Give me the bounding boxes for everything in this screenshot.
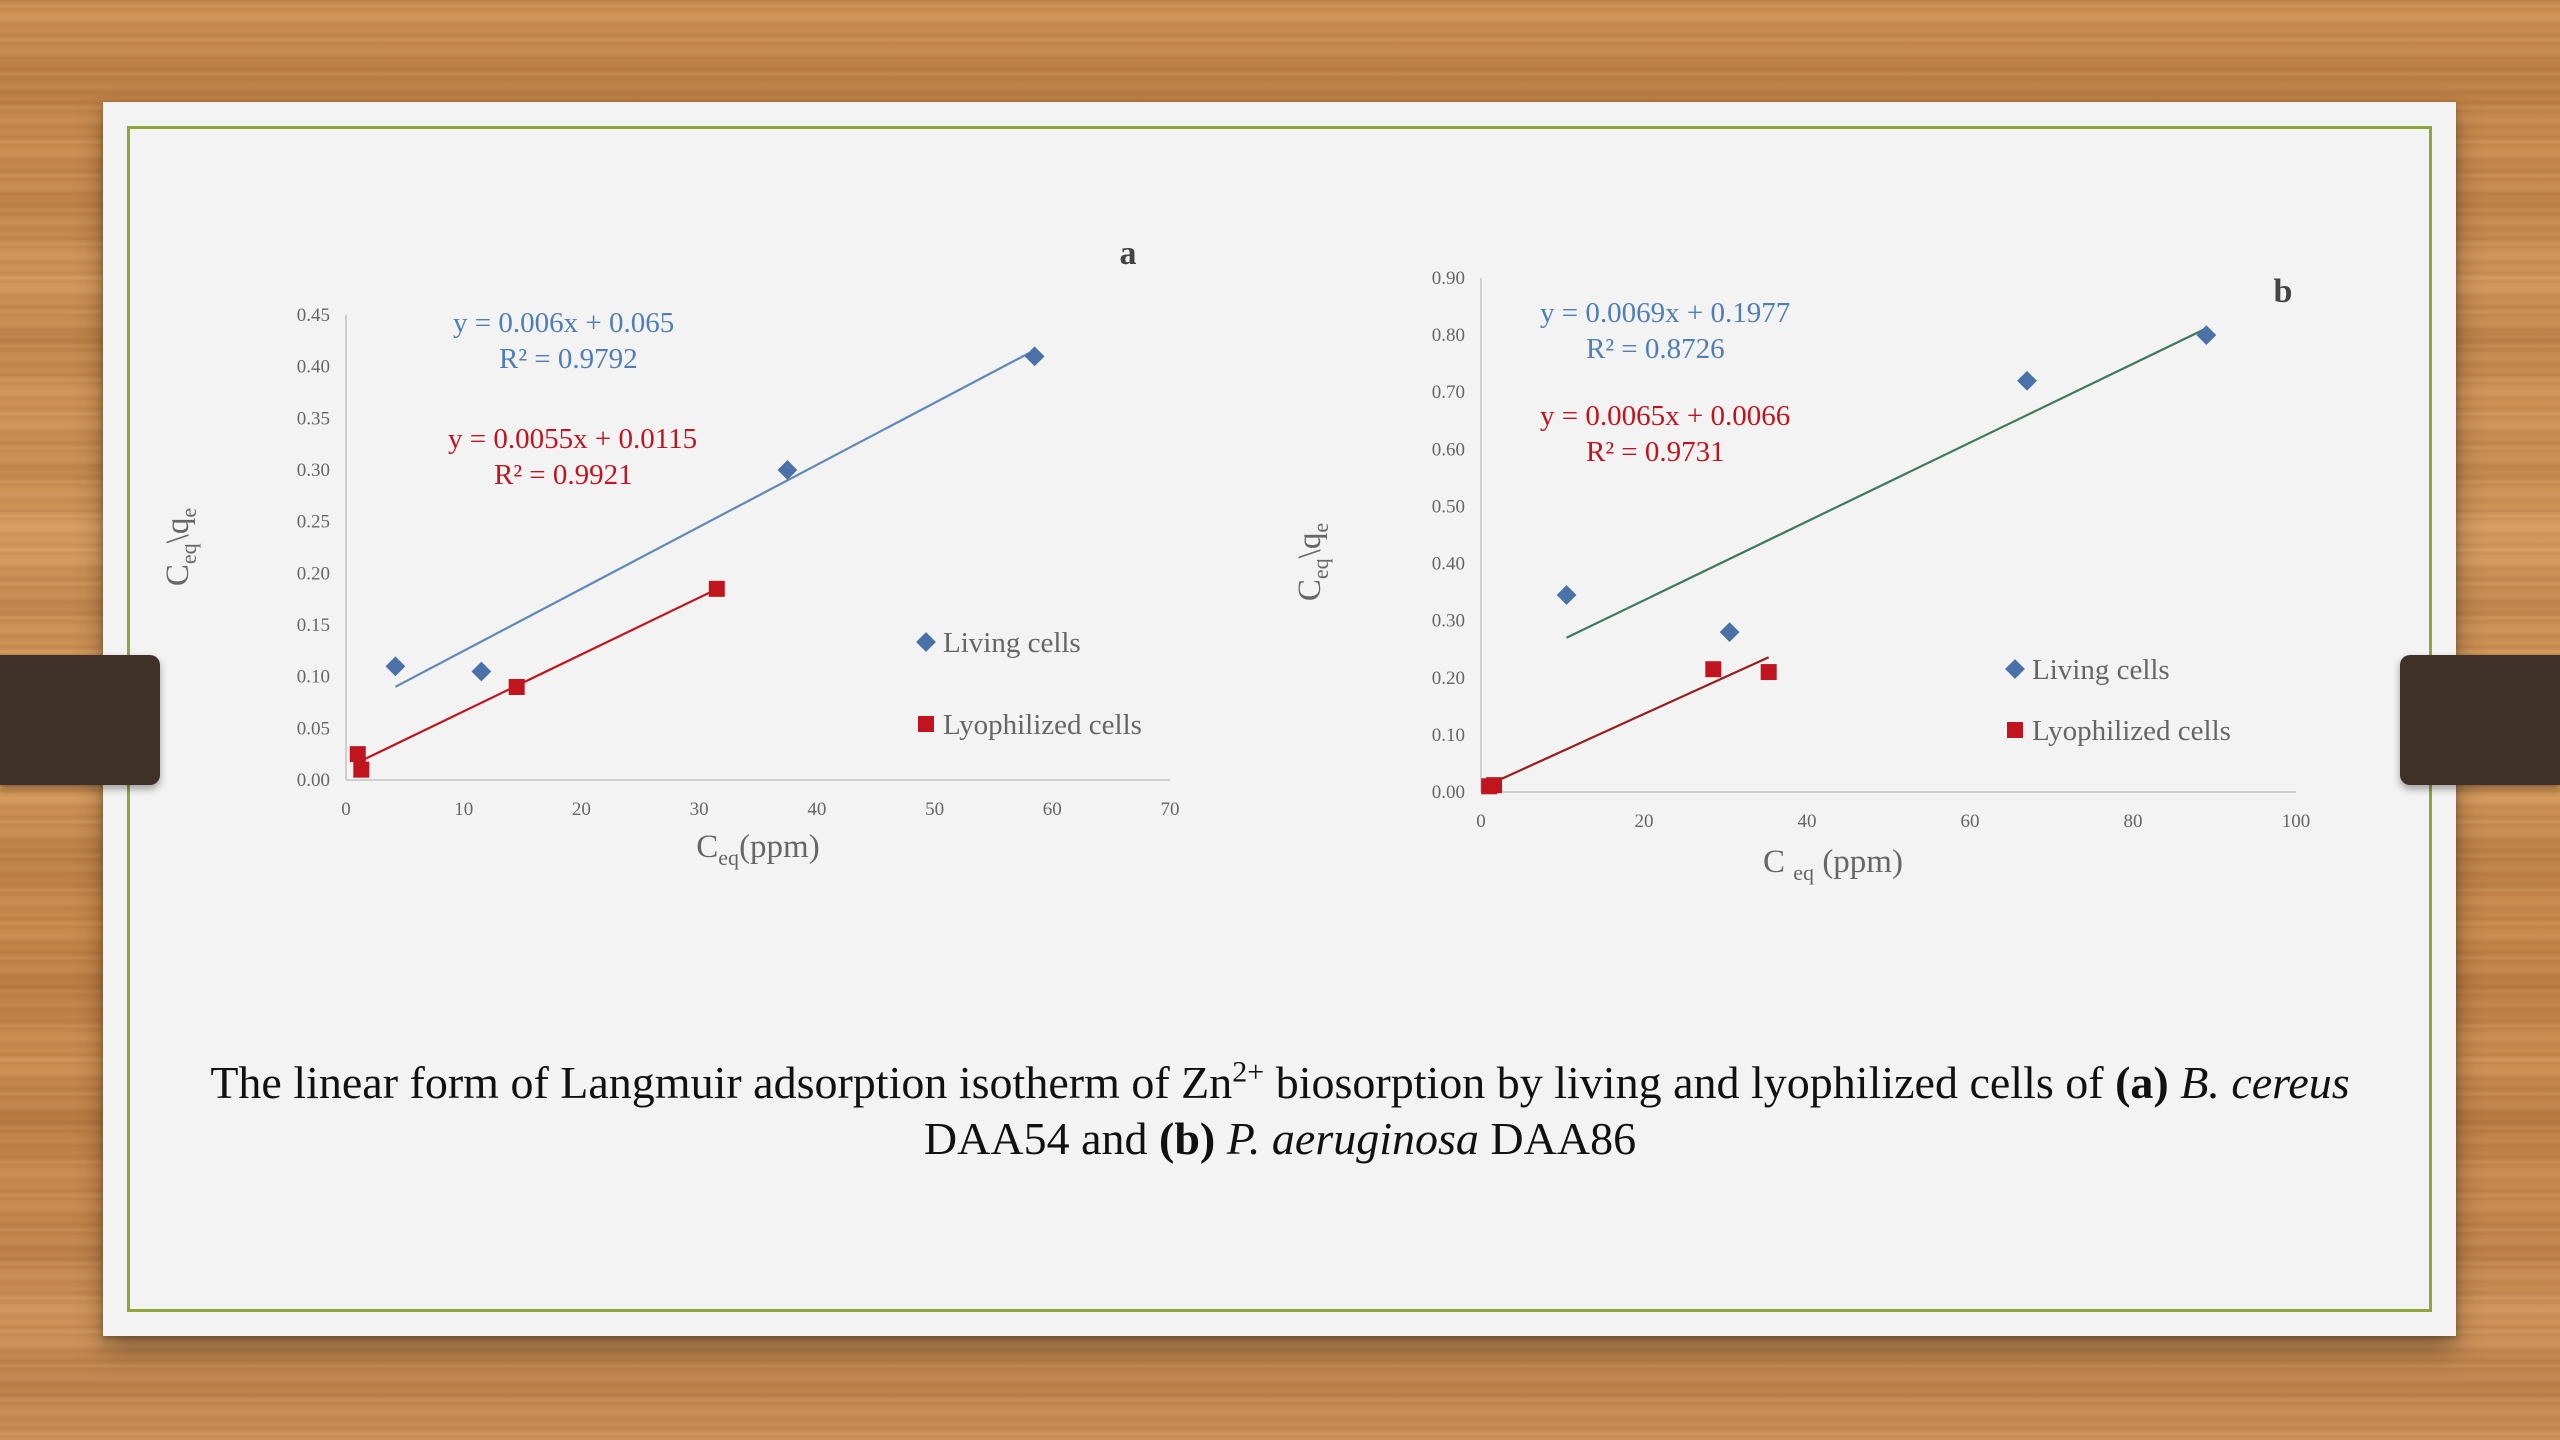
y-tick-label: 0.00 — [1432, 782, 1465, 803]
x-tick-label: 30 — [690, 799, 709, 820]
living-cells-point — [1556, 585, 1577, 605]
caption-text: biosorption by living and lyophilized ce… — [1264, 1057, 2116, 1108]
x-tick-label: 80 — [2124, 811, 2143, 832]
y-tick-label: 0.10 — [297, 667, 330, 688]
living-cells-equation: y = 0.0069x + 0.1977 — [1540, 297, 1790, 329]
chart-a: 0.00 0.05 0.10 0.15 0.20 0.25 0.30 0.35 0.40 0.45… — [160, 235, 1180, 870]
living-cells-point — [777, 460, 798, 480]
x-tick-label: 20 — [1635, 811, 1654, 832]
living-cells-trendline — [394, 349, 1036, 688]
y-tick-label: 0.20 — [297, 563, 330, 584]
living-cells-r-squared: R² = 0.9792 — [499, 343, 638, 375]
y-tick-label: 0.20 — [1432, 668, 1465, 689]
y-tick-label: 0.60 — [1432, 439, 1465, 460]
x-tick-label: 100 — [2282, 811, 2311, 832]
y-axis-title: Ceq\qe — [160, 508, 201, 586]
y-tick-label: 0.00 — [297, 770, 330, 791]
caption-label-b: (b) — [1159, 1113, 1216, 1164]
y-tick-label: 0.35 — [297, 408, 330, 429]
lyophilized-cells-point — [1705, 661, 1722, 678]
lyophilized-cells-point — [1486, 777, 1503, 794]
lyophilized-cells-trendline — [1488, 656, 1770, 786]
y-tick-label: 0.10 — [1432, 725, 1465, 746]
x-tick-label: 60 — [1043, 799, 1062, 820]
legend-living-cells-marker — [2005, 659, 2025, 679]
figure-caption: The linear form of Langmuir adsorption i… — [140, 1055, 2420, 1167]
panel-label: b — [2274, 273, 2293, 310]
lyophilized-cells-trendline — [357, 588, 718, 764]
chart-b: 0.00 0.10 0.20 0.30 0.40 0.50 0.60 0.70 0.80 0.90… — [1292, 268, 2311, 885]
caption-superscript: 2+ — [1232, 1055, 1265, 1089]
y-tick-label: 0.30 — [297, 460, 330, 481]
y-tick-label: 0.40 — [1432, 554, 1465, 575]
y-tick-label: 0.15 — [297, 615, 330, 636]
x-tick-label: 0 — [341, 799, 351, 820]
lyophilized-cells-point — [708, 580, 725, 597]
x-tick-label: 40 — [1798, 811, 1817, 832]
y-tick-label: 0.70 — [1432, 382, 1465, 403]
y-tick-label: 0.05 — [297, 718, 330, 739]
y-tick-label: 0.30 — [1432, 611, 1465, 632]
living-cells-point — [385, 656, 406, 677]
caption-line-2: DAA54 and (b) P. aeruginosa DAA86 — [140, 1111, 2420, 1167]
x-tick-label: 50 — [925, 799, 944, 820]
legend-living-cells-label: Living cells — [943, 627, 1081, 659]
x-tick-label: 10 — [454, 799, 473, 820]
living-cells-point — [1024, 346, 1045, 367]
left-binder-clip — [0, 655, 160, 785]
lyophilized-cells-point — [353, 761, 370, 778]
caption-species-a: B. cereus — [2168, 1057, 2350, 1108]
caption-text: DAA86 — [1478, 1113, 1637, 1164]
y-tick-label: 0.25 — [297, 512, 330, 533]
lyophilized-cells-point — [508, 679, 525, 695]
caption-label-a: (a) — [2115, 1057, 2169, 1108]
lyophilized-cells-r-squared: R² = 0.9921 — [494, 459, 633, 491]
y-axis-title: Ceq\qe — [1292, 523, 1333, 601]
y-tick-label: 0.40 — [297, 357, 330, 378]
legend-living-cells-label: Living cells — [2032, 654, 2170, 686]
x-tick-label: 20 — [572, 799, 591, 820]
caption-text: The linear form of Langmuir adsorption i… — [210, 1057, 1233, 1108]
legend-lyophilized-cells-label: Lyophilized cells — [2032, 715, 2231, 747]
y-tick-label: 0.80 — [1432, 325, 1465, 346]
x-axis-title: Ceq(ppm) — [696, 829, 819, 870]
legend-living-cells-marker — [916, 632, 936, 652]
legend-lyophilized-cells-marker — [918, 716, 934, 732]
lyophilized-cells-point — [349, 746, 366, 763]
living-cells-equation: y = 0.006x + 0.065 — [453, 307, 674, 339]
legend-lyophilized-cells-marker — [2007, 722, 2023, 738]
y-tick-label: 0.45 — [297, 305, 330, 326]
y-tick-label: 0.50 — [1432, 496, 1465, 517]
x-tick-label: 40 — [807, 799, 826, 820]
lyophilized-cells-r-squared: R² = 0.9731 — [1586, 436, 1725, 468]
panel-label: a — [1120, 235, 1137, 272]
y-tick-label: 0.90 — [1432, 268, 1465, 289]
living-cells-point — [2196, 325, 2217, 346]
caption-text: DAA54 and — [923, 1113, 1159, 1164]
x-tick-label: 70 — [1161, 799, 1180, 820]
x-tick-label: 60 — [1961, 811, 1980, 832]
caption-line-1: The linear form of Langmuir adsorption i… — [140, 1055, 2420, 1111]
living-cells-trendline — [1566, 327, 2207, 639]
slide: 0.00 0.05 0.10 0.15 0.20 0.25 0.30 0.35 0.40 0.45… — [103, 102, 2456, 1336]
living-cells-point — [1719, 622, 1740, 642]
lyophilized-cells-equation: y = 0.0055x + 0.0115 — [448, 423, 697, 455]
living-cells-point — [471, 661, 492, 682]
x-axis-title: C eq (ppm) — [1763, 844, 1903, 885]
living-cells-r-squared: R² = 0.8726 — [1586, 333, 1725, 365]
lyophilized-cells-equation: y = 0.0065x + 0.0066 — [1540, 400, 1790, 432]
right-binder-clip — [2400, 655, 2560, 785]
legend-lyophilized-cells-label: Lyophilized cells — [943, 709, 1142, 741]
living-cells-point — [2017, 370, 2037, 391]
caption-species-b: P. aeruginosa — [1215, 1113, 1479, 1164]
x-tick-label: 0 — [1476, 811, 1486, 832]
lyophilized-cells-point — [1760, 664, 1777, 681]
